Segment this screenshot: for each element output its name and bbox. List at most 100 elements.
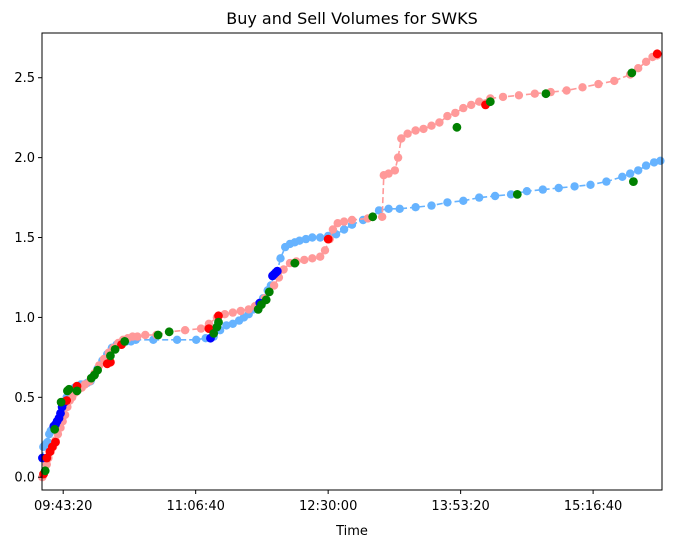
highlight-point [56, 397, 66, 407]
buy-volume-point [618, 172, 627, 181]
buy-volume-point [490, 191, 500, 201]
buy-volume-point [475, 193, 484, 202]
highlight-point [272, 266, 282, 276]
sell-volume-point [333, 219, 342, 228]
buy-volume-point [276, 254, 285, 263]
highlight-point [261, 295, 271, 305]
x-axis-label: Time [335, 524, 368, 539]
x-tick-label: 15:16:40 [564, 499, 622, 514]
buy-volume-point [339, 225, 349, 234]
highlight-point [110, 345, 120, 354]
highlight-point [541, 89, 551, 99]
highlight-point [627, 68, 637, 78]
x-tick-label: 13:53:20 [431, 499, 489, 514]
sell-volume-point [378, 212, 387, 221]
sell-volume-point [451, 108, 460, 118]
buy-volume-point [443, 198, 452, 207]
sell-volume-point [300, 255, 309, 265]
sell-volume-point [419, 124, 428, 134]
highlight-point [50, 424, 60, 434]
sell-volume-point [236, 306, 245, 316]
highlight-point [485, 97, 495, 107]
sell-volume-point [320, 246, 330, 255]
x-tick-label: 09:43:20 [34, 499, 92, 514]
sell-volume-point [411, 126, 420, 135]
buy-volume-point [641, 161, 651, 170]
buy-volume-point [586, 180, 595, 189]
sell-volume-point [244, 305, 253, 314]
highlight-point [452, 122, 462, 132]
sell-volume-point [467, 100, 476, 110]
sell-volume-point [328, 225, 338, 234]
x-tick-label: 12:30:00 [299, 499, 357, 514]
sell-volume-point [641, 57, 651, 66]
buy-volume-point [374, 206, 384, 215]
buy-volume-point [192, 335, 201, 344]
sell-volume-point [397, 134, 406, 143]
sell-volume-point [133, 332, 142, 341]
buy-volume-point [228, 319, 237, 328]
highlight-point [214, 311, 223, 321]
sell-volume-point [308, 254, 317, 263]
sell-volume-point [435, 118, 444, 127]
sell-volume-point [228, 308, 237, 317]
y-axis: 0.0 0.5 1.0 1.5 2.0 2.5 [14, 71, 42, 486]
highlight-point [106, 351, 115, 361]
highlight-point [51, 437, 60, 447]
sell-volume-point [594, 79, 603, 89]
highlight-point [164, 327, 174, 337]
sell-volume-point [443, 111, 452, 121]
plot-area [38, 49, 665, 482]
sell-volume-point [403, 129, 412, 138]
sell-volume-point [393, 153, 403, 162]
sell-volume-point [269, 281, 279, 290]
sell-volume-point [562, 86, 571, 95]
buy-volume-point [427, 201, 436, 210]
buy-volume-point [626, 169, 635, 178]
buy-volume-point [570, 182, 579, 191]
y-tick-label: 0.0 [14, 471, 35, 486]
highlight-point [64, 384, 74, 394]
buy-volume-point [411, 203, 420, 212]
y-tick-label: 2.5 [14, 71, 35, 86]
highlight-point [40, 466, 50, 476]
buy-volume-point [649, 158, 659, 167]
highlight-point [368, 212, 378, 222]
highlight-markers [40, 68, 638, 476]
sell-volume-point [634, 63, 643, 73]
sell-volume-point [578, 83, 587, 92]
sell-volume-point [196, 324, 206, 333]
sell-volume-point [180, 326, 190, 335]
highlight-point [93, 365, 102, 375]
y-tick-label: 1.5 [14, 231, 35, 246]
buy-volume-point [506, 190, 516, 199]
buy-volume-point [295, 236, 304, 245]
sell-volume-point [347, 215, 357, 225]
chart-title: Buy and Sell Volumes for SWKS [226, 9, 477, 28]
sell-volume-point [316, 252, 325, 261]
buy-volume-point [538, 185, 547, 194]
highlight-point [512, 190, 522, 199]
highlight-point [323, 234, 333, 244]
highlight-point [652, 49, 662, 59]
sell-volume-point [339, 217, 349, 226]
sell-volume-point [610, 76, 619, 86]
sell-volume-point [141, 330, 150, 340]
highlight-point [153, 330, 163, 340]
sell-volume-point [390, 166, 400, 175]
sell-volume-point [427, 121, 436, 130]
buy-volume-point [554, 183, 563, 193]
sell-volume-point [498, 92, 508, 102]
y-tick-label: 0.5 [14, 391, 35, 406]
plot-frame [41, 32, 663, 491]
buy-volume-point [172, 335, 182, 344]
highlight-point [72, 386, 82, 396]
sell-volume-point [514, 91, 524, 100]
sell-volume-point [384, 169, 393, 178]
buy-volume-point [656, 156, 665, 165]
buy-volume-point [222, 321, 231, 330]
buy-volume-point [301, 234, 311, 244]
highlight-point [290, 258, 300, 268]
